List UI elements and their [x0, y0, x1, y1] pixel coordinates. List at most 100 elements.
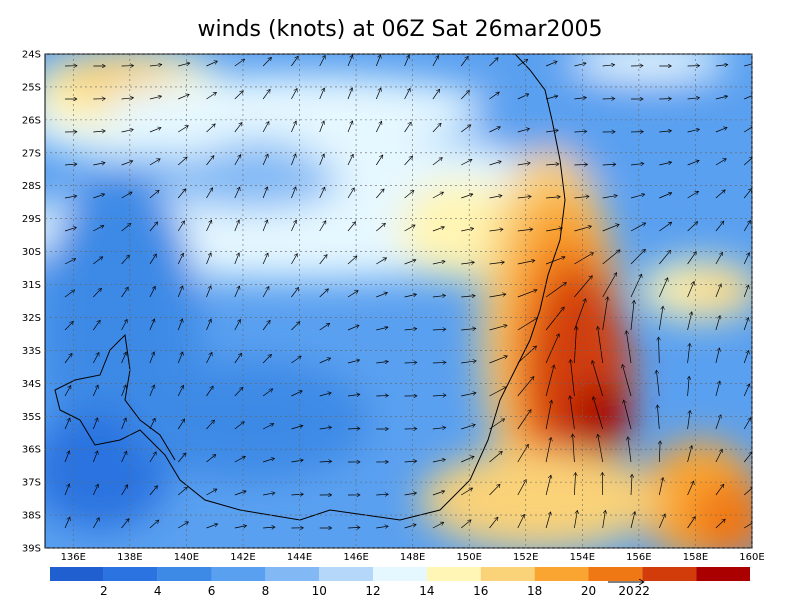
- wind-arrow: [687, 445, 692, 463]
- wind-arrow: [715, 221, 724, 232]
- wind-arrow: [262, 424, 274, 430]
- wind-arrow: [656, 370, 660, 397]
- wind-arrow: [574, 276, 592, 298]
- field-region: [680, 275, 752, 305]
- wind-arrow: [376, 257, 386, 265]
- wind-arrow: [517, 290, 537, 298]
- wind-arrow: [263, 493, 275, 495]
- colorbar-swatch: [265, 567, 320, 581]
- wind-arrow: [93, 131, 105, 132]
- wind-arrow: [149, 418, 155, 430]
- wind-arrow: [630, 300, 634, 331]
- wind-arrow: [64, 484, 69, 496]
- wind-arrow: [744, 94, 752, 100]
- wind-arrow: [574, 510, 577, 529]
- wind-arrow: [234, 91, 244, 100]
- wind-arrow: [178, 125, 188, 133]
- wind-arrow: [206, 61, 218, 67]
- wind-arrow: [234, 491, 246, 496]
- wind-arrow: [593, 397, 604, 430]
- wind-arrow: [262, 187, 267, 199]
- wind-arrow: [291, 121, 296, 133]
- wind-arrow: [517, 129, 530, 133]
- wind-arrow: [121, 451, 127, 463]
- colorbar-label: 6: [208, 584, 216, 598]
- wind-arrow: [744, 522, 752, 529]
- wind-arrow: [347, 188, 355, 199]
- wind-arrow: [206, 524, 218, 529]
- wind-arrow: [432, 55, 439, 67]
- wind-arrow: [688, 376, 690, 397]
- wind-arrow: [659, 250, 670, 265]
- wind-arrow: [319, 427, 332, 429]
- wind-arrow: [149, 128, 161, 133]
- wind-arrow: [659, 131, 671, 132]
- wind-arrow: [404, 190, 414, 199]
- lat-label: 26S: [22, 115, 41, 126]
- wind-arrow: [687, 222, 698, 232]
- wind-arrow: [149, 190, 159, 199]
- colorbar-label: 22: [635, 584, 650, 598]
- colorbar-swatch: [696, 567, 750, 581]
- wind-arrow: [602, 224, 619, 232]
- wind-arrow: [64, 259, 76, 265]
- wind-arrow: [743, 189, 752, 199]
- wind-arrow: [574, 97, 586, 99]
- wind-arrow: [234, 220, 239, 232]
- wind-arrow: [517, 480, 526, 496]
- wind-arrow: [262, 389, 273, 397]
- wind-arrow: [347, 527, 360, 528]
- wind-arrow: [347, 290, 358, 298]
- wind-arrow: [432, 295, 446, 297]
- wind-arrow: [64, 196, 77, 198]
- wind-arrow: [517, 376, 534, 397]
- wind-arrow: [376, 189, 384, 199]
- wind-arrow: [658, 477, 663, 496]
- colorbar-label: 12: [365, 584, 380, 598]
- wind-arrow: [347, 55, 353, 67]
- wind-arrow: [206, 489, 217, 496]
- wind-arrow: [64, 451, 69, 463]
- lon-label: 160E: [739, 552, 764, 563]
- wind-arrow: [64, 290, 75, 298]
- wind-arrow: [262, 320, 270, 331]
- colorbar-swatch: [534, 567, 589, 581]
- wind-arrow: [92, 451, 97, 463]
- wind-arrow: [630, 223, 646, 232]
- wind-arrow: [574, 196, 589, 198]
- field-region: [130, 360, 370, 480]
- wind-arrow: [461, 393, 476, 397]
- wind-arrow: [489, 451, 503, 463]
- wind-arrow: [291, 287, 298, 298]
- wind-arrow: [658, 278, 667, 298]
- wind-arrow: [93, 320, 100, 331]
- wind-arrow: [262, 458, 274, 463]
- wind-arrow: [347, 360, 360, 364]
- wind-arrow: [234, 122, 242, 133]
- wind-arrow: [545, 257, 565, 265]
- colorbar-label: 20: [581, 584, 596, 598]
- wind-arrow: [149, 254, 157, 265]
- wind-arrow: [460, 90, 469, 100]
- wind-arrow: [121, 485, 129, 496]
- wind-arrow: [234, 456, 246, 463]
- wind-arrow: [149, 352, 154, 364]
- lat-label: 29S: [22, 214, 41, 225]
- wind-arrow: [178, 94, 189, 100]
- wind-arrow: [687, 129, 700, 133]
- field-region: [100, 75, 500, 145]
- wind-arrow: [715, 316, 720, 331]
- wind-arrow: [715, 252, 723, 265]
- wind-arrow: [347, 88, 352, 100]
- colorbar-label: 2: [100, 584, 108, 598]
- wind-arrow: [545, 307, 564, 331]
- lon-label: 140E: [174, 552, 199, 563]
- wind-arrow: [149, 286, 155, 298]
- wind-arrow: [630, 512, 635, 529]
- wind-arrow: [687, 481, 694, 496]
- wind-arrow: [121, 129, 134, 133]
- wind-arrow: [92, 352, 99, 364]
- wind-arrow: [121, 255, 130, 265]
- wind-arrow: [149, 65, 162, 66]
- wind-arrow: [545, 61, 557, 67]
